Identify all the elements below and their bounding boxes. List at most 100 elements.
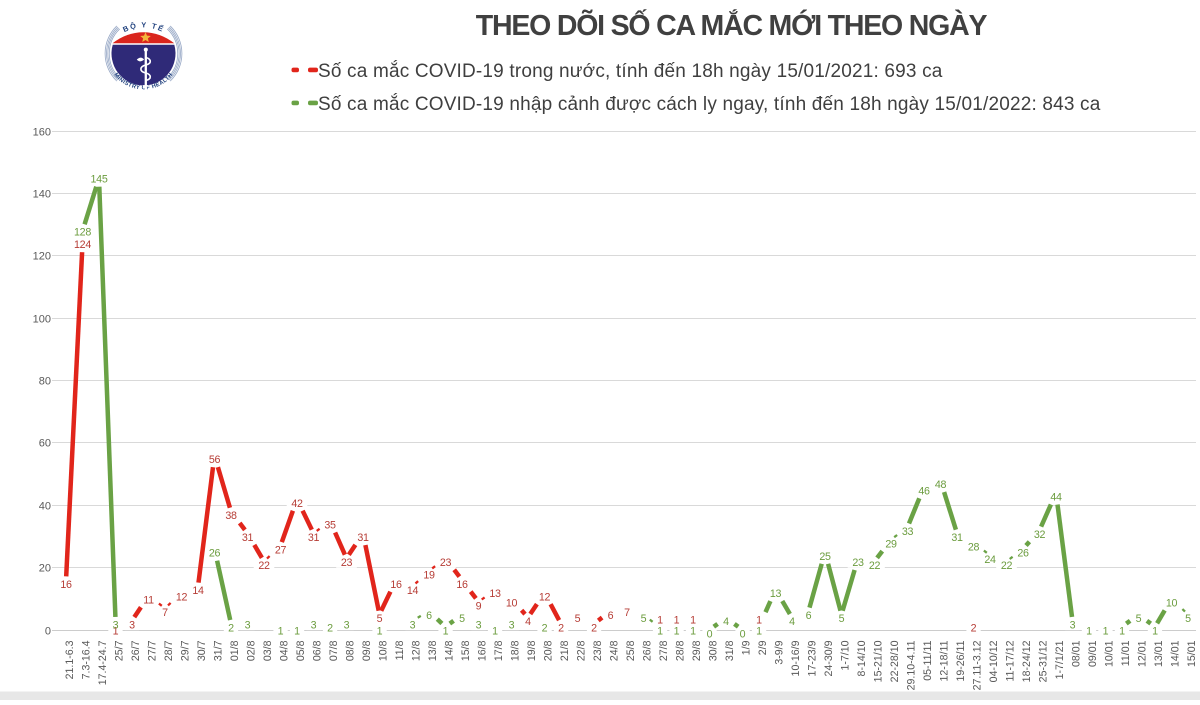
svg-text:17.4-24.7: 17.4-24.7: [97, 640, 109, 685]
svg-text:22-28/10: 22-28/10: [889, 640, 901, 682]
svg-text:3: 3: [1070, 619, 1076, 631]
svg-text:07/8: 07/8: [328, 640, 340, 661]
svg-text:40: 40: [39, 501, 51, 513]
svg-text:140: 140: [33, 189, 51, 201]
svg-text:46: 46: [918, 485, 930, 497]
svg-text:BỘ Y TẾ: BỘ Y TẾ: [121, 20, 166, 34]
svg-text:15/8: 15/8: [460, 640, 472, 661]
svg-text:5: 5: [839, 613, 845, 625]
svg-text:27/8: 27/8: [658, 640, 670, 661]
svg-text:1: 1: [443, 626, 449, 638]
svg-text:1: 1: [1103, 626, 1109, 638]
svg-text:22: 22: [258, 560, 270, 572]
svg-text:3: 3: [245, 619, 251, 631]
svg-text:12/8: 12/8: [411, 640, 423, 661]
svg-text:0: 0: [707, 629, 713, 641]
svg-text:23: 23: [440, 557, 452, 569]
svg-text:23/8: 23/8: [592, 640, 604, 661]
svg-text:1: 1: [492, 626, 498, 638]
svg-text:5: 5: [1136, 613, 1142, 625]
svg-text:11/8: 11/8: [394, 640, 406, 660]
svg-text:1/9: 1/9: [741, 640, 753, 655]
svg-text:27/7: 27/7: [147, 640, 159, 661]
svg-text:08/8: 08/8: [345, 640, 357, 661]
svg-text:26/8: 26/8: [642, 640, 654, 661]
svg-text:13: 13: [770, 588, 782, 600]
svg-text:21/8: 21/8: [559, 640, 571, 661]
svg-text:10/01: 10/01: [1104, 640, 1116, 667]
svg-text:08/01: 08/01: [1071, 640, 1083, 667]
svg-text:7: 7: [162, 607, 168, 619]
svg-text:01/8: 01/8: [229, 640, 241, 661]
svg-text:1: 1: [1086, 626, 1092, 638]
svg-text:25/8: 25/8: [625, 640, 637, 661]
svg-text:13/01: 13/01: [1153, 640, 1165, 667]
svg-text:60: 60: [39, 438, 51, 450]
svg-text:5: 5: [575, 613, 581, 625]
svg-text:18/8: 18/8: [510, 640, 522, 661]
svg-text:0: 0: [740, 629, 746, 641]
svg-text:26: 26: [1017, 548, 1029, 560]
svg-text:25: 25: [819, 551, 831, 563]
svg-text:2: 2: [591, 623, 597, 635]
svg-text:5: 5: [641, 613, 647, 625]
svg-text:31: 31: [308, 532, 320, 544]
svg-text:6: 6: [608, 610, 614, 622]
svg-text:120: 120: [33, 251, 51, 263]
svg-text:3: 3: [410, 619, 416, 631]
svg-text:16: 16: [60, 579, 72, 591]
svg-text:0: 0: [45, 626, 51, 638]
svg-text:80: 80: [39, 376, 51, 388]
svg-text:160: 160: [33, 127, 51, 139]
svg-text:15-21/10: 15-21/10: [873, 640, 885, 682]
svg-text:29/8: 29/8: [691, 640, 703, 661]
svg-text:28/8: 28/8: [675, 640, 687, 661]
svg-text:25/7: 25/7: [114, 640, 126, 661]
svg-text:4: 4: [525, 616, 531, 628]
svg-text:38: 38: [225, 510, 237, 522]
svg-text:2: 2: [542, 623, 548, 635]
svg-text:30/7: 30/7: [196, 640, 208, 661]
svg-text:26: 26: [209, 548, 221, 560]
svg-text:04/8: 04/8: [279, 640, 291, 661]
svg-text:24/8: 24/8: [609, 640, 621, 661]
svg-text:9: 9: [476, 601, 482, 613]
svg-text:21.1-6.3: 21.1-6.3: [64, 640, 76, 679]
svg-text:1: 1: [674, 615, 680, 627]
svg-text:56: 56: [209, 454, 221, 466]
svg-text:35: 35: [324, 520, 336, 532]
svg-text:24: 24: [984, 554, 996, 566]
svg-text:05/8: 05/8: [295, 640, 307, 661]
svg-text:32: 32: [1034, 529, 1046, 541]
svg-text:22: 22: [1001, 560, 1013, 572]
svg-text:1: 1: [674, 626, 680, 638]
svg-text:4: 4: [723, 616, 729, 628]
svg-text:2: 2: [327, 623, 333, 635]
svg-text:22/8: 22/8: [576, 640, 588, 661]
svg-text:16/8: 16/8: [477, 640, 489, 661]
svg-text:Số ca mắc COVID-19 nhập cảnh đ: Số ca mắc COVID-19 nhập cảnh được cách l…: [318, 93, 1101, 115]
svg-text:145: 145: [91, 174, 108, 186]
svg-text:5: 5: [459, 613, 465, 625]
svg-text:124: 124: [74, 239, 91, 251]
svg-text:2: 2: [228, 623, 234, 635]
svg-text:19: 19: [423, 570, 435, 582]
svg-text:16: 16: [456, 579, 468, 591]
svg-text:2: 2: [558, 623, 564, 635]
svg-text:11-17/12: 11-17/12: [1005, 640, 1017, 681]
svg-text:1-7/1/21: 1-7/1/21: [1054, 640, 1066, 679]
svg-text:14/8: 14/8: [444, 640, 456, 661]
svg-text:17/8: 17/8: [493, 640, 505, 661]
svg-text:28: 28: [968, 541, 980, 553]
svg-text:3-9/9: 3-9/9: [774, 640, 786, 664]
svg-text:14: 14: [192, 585, 204, 597]
svg-text:05-11/11: 05-11/11: [922, 640, 934, 680]
svg-text:7.3-16.4: 7.3-16.4: [81, 640, 93, 679]
svg-text:12-18/11: 12-18/11: [939, 640, 951, 681]
svg-text:1: 1: [756, 615, 762, 627]
svg-text:29.10-4.11: 29.10-4.11: [906, 640, 918, 690]
svg-text:3: 3: [476, 619, 482, 631]
svg-text:1: 1: [690, 615, 696, 627]
svg-text:31/8: 31/8: [724, 640, 736, 661]
svg-text:3: 3: [344, 619, 350, 631]
